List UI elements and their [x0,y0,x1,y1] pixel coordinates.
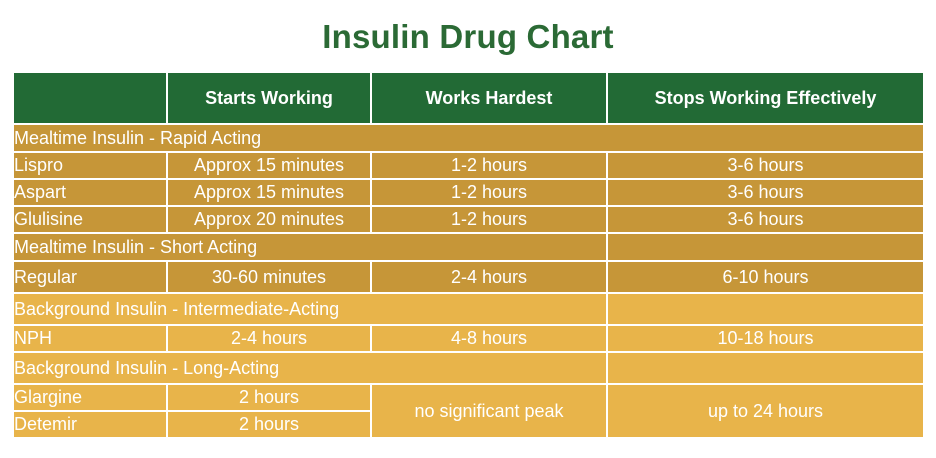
starts-cell: 30-60 minutes [166,260,372,294]
drug-name: Glulisine [12,205,168,234]
stops-cell: 6-10 hours [606,260,925,294]
table-row: Aspart Approx 15 minutes 1-2 hours 3-6 h… [12,178,925,207]
page-title: Insulin Drug Chart [322,18,614,55]
section-rapid-acting: Mealtime Insulin - Rapid Acting [12,123,925,153]
table-row: Detemir 2 hours [12,410,924,439]
hardest-cell: 1-2 hours [370,151,608,180]
header-starts-working: Starts Working [166,71,372,125]
drug-name: NPH [12,324,168,353]
section-empty-cell [606,351,925,385]
starts-cell: Approx 20 minutes [166,205,372,234]
starts-cell: Approx 15 minutes [166,178,372,207]
hardest-cell: 2-4 hours [370,260,608,294]
section-long-acting: Background Insulin - Long-Acting [12,351,608,385]
table-row: Glulisine Approx 20 minutes 1-2 hours 3-… [12,205,925,234]
drug-name: Regular [12,260,168,294]
header-row: Starts Working Works Hardest Stops Worki… [12,71,925,125]
starts-cell: 2 hours [166,383,372,412]
drug-name: Detemir [12,410,168,439]
stops-cell: 10-18 hours [606,324,925,353]
insulin-chart-table: Starts Working Works Hardest Stops Worki… [12,71,925,439]
hardest-cell: 4-8 hours [370,324,608,353]
section-row: Background Insulin - Intermediate-Acting [12,292,925,326]
header-stops-working: Stops Working Effectively [606,71,925,125]
stops-cell: 3-6 hours [606,205,925,234]
section-row: Background Insulin - Long-Acting [12,351,925,385]
drug-name: Aspart [12,178,168,207]
section-row: Mealtime Insulin - Rapid Acting [12,123,925,153]
header-works-hardest: Works Hardest [370,71,608,125]
drug-name: Lispro [12,151,168,180]
section-row: Mealtime Insulin - Short Acting [12,232,925,262]
starts-cell: 2-4 hours [166,324,372,353]
hardest-cell: no significant peak [370,383,608,439]
table-row: Regular 30-60 minutes 2-4 hours 6-10 hou… [12,260,925,294]
table-row: Glargine 2 hours no significant peak up … [12,383,925,439]
header-blank [12,71,168,125]
stops-cell: 3-6 hours [606,151,925,180]
section-empty-cell [606,292,925,326]
hardest-cell: 1-2 hours [370,205,608,234]
section-short-acting: Mealtime Insulin - Short Acting [12,232,608,262]
starts-cell: 2 hours [166,410,372,439]
section-empty-cell [606,232,925,262]
stops-cell: 3-6 hours [606,178,925,207]
stops-cell: up to 24 hours [606,383,925,439]
hardest-cell: 1-2 hours [370,178,608,207]
drug-name: Glargine [12,383,168,412]
table-row: Lispro Approx 15 minutes 1-2 hours 3-6 h… [12,151,925,180]
starts-cell: Approx 15 minutes [166,151,372,180]
section-intermediate-acting: Background Insulin - Intermediate-Acting [12,292,608,326]
table-row: NPH 2-4 hours 4-8 hours 10-18 hours [12,324,925,353]
